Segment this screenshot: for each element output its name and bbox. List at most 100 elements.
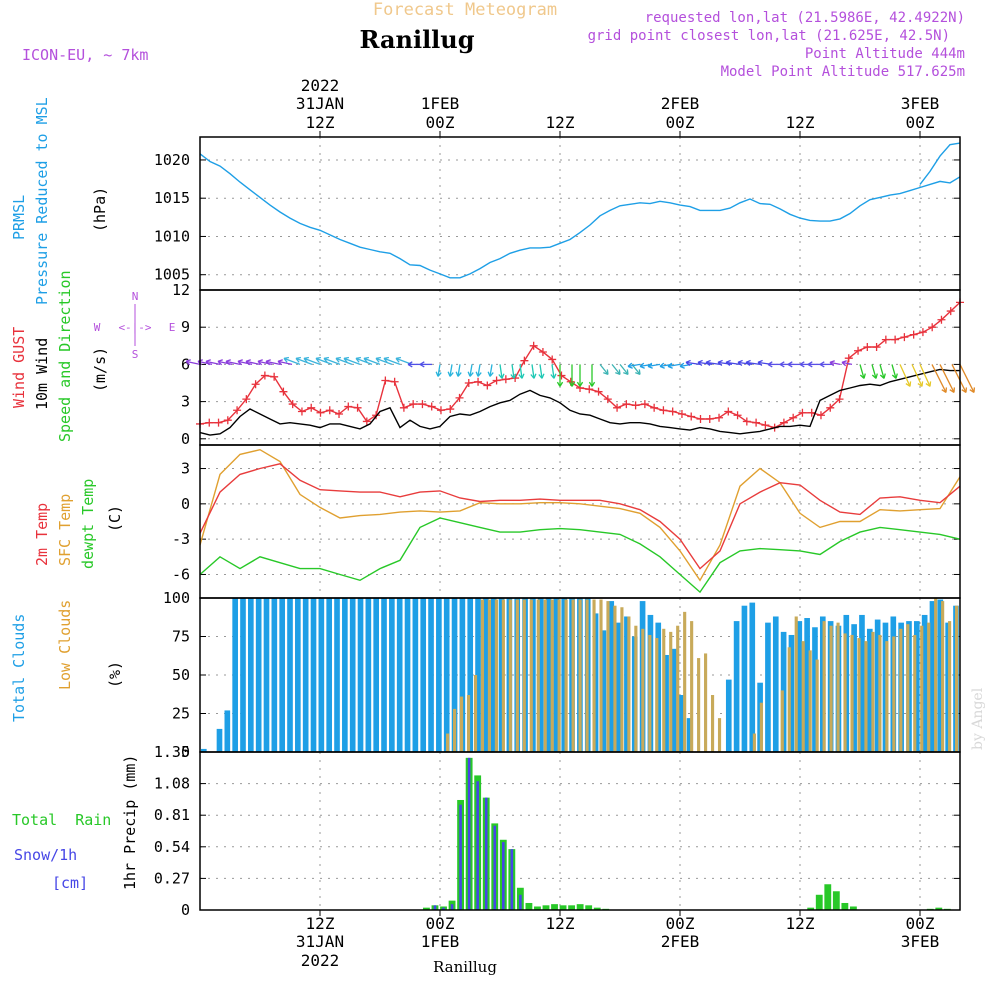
- snow-bar: [459, 804, 462, 910]
- total-cloud-bar: [530, 598, 536, 752]
- gust-marker: [362, 417, 371, 426]
- gust-marker: [696, 414, 705, 423]
- gust-marker: [501, 375, 510, 384]
- wind-arrow-head: [647, 362, 653, 369]
- low-cloud-bar: [920, 625, 924, 752]
- temp-ytick-label: 3: [181, 460, 190, 478]
- gust-marker: [946, 307, 955, 316]
- precip-ytick-label: 0: [181, 901, 190, 919]
- wind-arrow-head: [303, 356, 310, 363]
- total-cloud-bar: [271, 598, 278, 752]
- gust-marker: [909, 330, 918, 339]
- low-cloud-bar: [927, 622, 931, 752]
- wind-arrow: [667, 363, 681, 368]
- top-time-label: 12Z: [786, 113, 815, 132]
- grid-point-coords: grid point closest lon,lat (21.625E, 42.…: [588, 28, 950, 44]
- wind-arrow: [959, 364, 975, 393]
- wind-arrow: [685, 361, 701, 366]
- wind-arrow: [859, 364, 865, 379]
- low-cloud-bar: [794, 616, 798, 752]
- wind-arrow-head: [891, 373, 898, 379]
- total-cloud-bar: [428, 598, 434, 752]
- gust-marker: [381, 376, 390, 385]
- total-cloud-bar: [342, 598, 348, 752]
- wind-arrow: [679, 363, 693, 368]
- bottom-time-label: 12Z: [786, 914, 815, 933]
- top-time-label: 00Z: [426, 113, 455, 132]
- low-cloud-bar: [453, 708, 457, 752]
- gust-marker: [297, 407, 306, 416]
- total-cloud-bar: [467, 598, 474, 752]
- low-cloud-bar: [515, 599, 519, 752]
- clouds-ytick-label: 50: [172, 666, 190, 684]
- rain-bar: [534, 906, 541, 910]
- wind-arrow-head: [550, 373, 557, 379]
- wind-arrow: [891, 364, 897, 379]
- wind-arrow-head: [447, 371, 454, 377]
- total-cloud-bar: [326, 598, 333, 752]
- gust-marker: [233, 406, 242, 415]
- wind-arrow: [489, 364, 493, 377]
- gust-marker: [409, 400, 418, 409]
- rain-bar: [585, 905, 593, 910]
- wind-arrow: [343, 357, 361, 366]
- gust-marker: [223, 416, 232, 425]
- wind-arrow: [911, 364, 923, 387]
- total-cloud-bar: [663, 654, 669, 752]
- low-cloud-bar: [592, 599, 596, 752]
- gust-marker: [724, 407, 733, 416]
- total-cloud-bar: [248, 598, 254, 752]
- wind-arrow-head: [917, 381, 924, 387]
- gust-marker: [613, 403, 622, 412]
- wind-arrow-head: [905, 381, 912, 387]
- total-cloud-bar: [232, 598, 238, 752]
- low-cloud-bar: [690, 621, 694, 752]
- total-cloud-bar: [357, 598, 364, 752]
- gust-marker: [307, 403, 316, 412]
- wind-arrow: [225, 360, 241, 366]
- snow-bar: [467, 757, 471, 910]
- wind-arrow-head: [679, 362, 685, 369]
- low-cloud-bar: [906, 624, 910, 752]
- low-cloud-bar: [459, 696, 464, 752]
- gust-marker: [390, 377, 399, 386]
- total-cloud-bar: [765, 622, 771, 752]
- wind-arrow: [315, 357, 333, 366]
- total-cloud-bar: [686, 718, 693, 752]
- watermark: by Angel: [970, 687, 986, 750]
- low-cloud-bar: [494, 599, 498, 752]
- pressure-ytick-label: 1020: [154, 151, 190, 169]
- rain-bar: [551, 904, 558, 910]
- wind-arrow: [717, 361, 733, 366]
- wind-arrow-head: [603, 369, 609, 376]
- model-label: ICON-EU, ~ 7km: [22, 46, 148, 64]
- wind-ytick-label: 6: [181, 355, 190, 373]
- low-cloud-bar: [683, 611, 687, 752]
- wind-arrow-head: [375, 356, 382, 363]
- total-cloud-bar: [349, 598, 356, 752]
- wind-arrow: [531, 364, 535, 379]
- wind-arrow: [931, 364, 947, 393]
- low-cloud-bar: [620, 607, 624, 752]
- wind-arrow-head: [277, 359, 283, 366]
- total-cloud-bar: [553, 598, 560, 752]
- low-cloud-bar: [808, 650, 812, 752]
- gust-marker: [288, 400, 297, 409]
- compass-s: S: [132, 348, 139, 361]
- gust-marker: [816, 411, 825, 420]
- total-cloud-bar: [490, 598, 497, 752]
- low-cloud-bar: [864, 641, 868, 752]
- gust-marker: [826, 403, 835, 412]
- wind-arrow-head: [363, 356, 370, 363]
- location-title: Ranillug: [359, 25, 474, 54]
- wind-arrow-head: [807, 361, 813, 368]
- total-cloud-bar: [310, 598, 317, 752]
- temp-unit: (C): [106, 505, 124, 532]
- dewpt-line: [199, 517, 961, 594]
- gust-marker: [872, 343, 881, 352]
- pressure-line-tail: [919, 142, 961, 185]
- wind-arrow-head: [225, 359, 231, 366]
- total-cloud-bar: [725, 679, 732, 752]
- total-cloud-bar: [678, 695, 685, 752]
- wind-arrow: [457, 364, 461, 377]
